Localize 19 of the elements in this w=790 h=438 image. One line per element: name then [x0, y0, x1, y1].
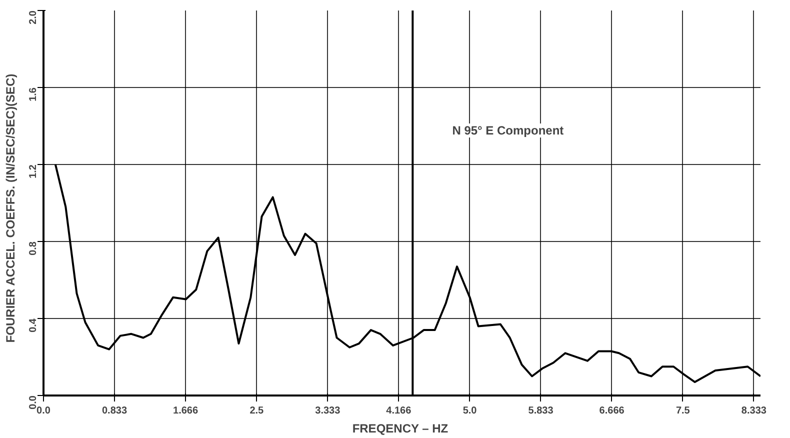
x-tick-label: 2.5: [250, 406, 264, 416]
y-tick-label: 0.4: [28, 318, 39, 332]
x-tick-label: 5.0: [462, 406, 478, 416]
x-axis-title: FREQENCY – HZ: [352, 422, 448, 436]
x-tick-label: 6.666: [599, 406, 625, 416]
x-tick-label: 1.666: [173, 406, 198, 416]
x-tick-label: 3.333: [315, 406, 341, 416]
x-tick-label: 8.333: [741, 406, 767, 416]
x-tick-label: 0.833: [102, 406, 128, 416]
x-tick-label: 4.166: [386, 406, 412, 416]
x-tick-label: 0.0: [36, 406, 51, 416]
x-tick-label: 5.833: [528, 406, 554, 416]
x-tick-label: 7.5: [676, 406, 690, 416]
y-tick-label: 1.6: [28, 87, 39, 102]
y-tick-label: 0.8: [28, 241, 39, 256]
y-tick-label: 1.2: [28, 164, 39, 178]
annotation: N 95° E Component: [452, 124, 564, 138]
y-axis-title: FOURIER ACCEL. COEFFS. (IN/SEC/SEC)(SEC): [4, 74, 18, 343]
y-tick-label: 2.0: [28, 10, 39, 24]
